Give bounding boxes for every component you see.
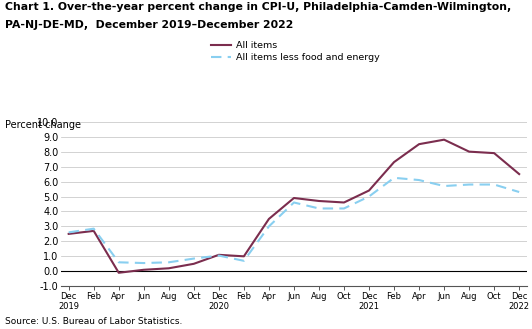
Text: PA-NJ-DE-MD,  December 2019–December 2022: PA-NJ-DE-MD, December 2019–December 2022 <box>5 20 294 30</box>
Legend: All items, All items less food and energy: All items, All items less food and energ… <box>207 38 384 66</box>
Text: Source: U.S. Bureau of Labor Statistics.: Source: U.S. Bureau of Labor Statistics. <box>5 317 182 326</box>
Text: Percent change: Percent change <box>5 120 81 130</box>
Text: Chart 1. Over-the-year percent change in CPI-U, Philadelphia-Camden-Wilmington,: Chart 1. Over-the-year percent change in… <box>5 2 512 12</box>
